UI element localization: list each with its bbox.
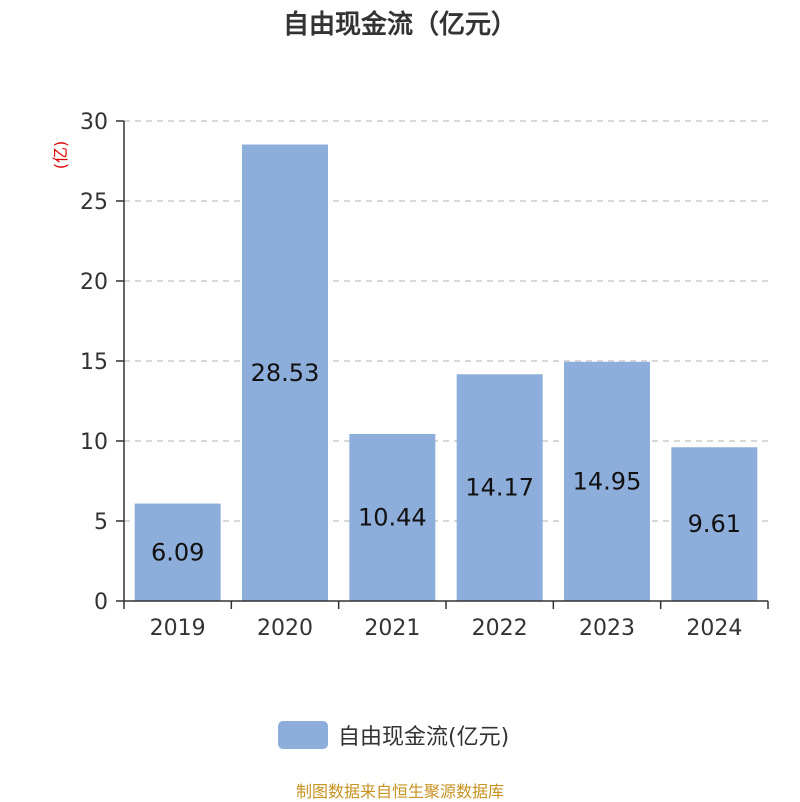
data-label: 9.61 [688, 510, 741, 538]
axes: 0 5 10 15 20 25 30 2019 2020 2021 2022 2023 2024 [80, 110, 769, 641]
bar-2021[interactable] [349, 433, 436, 601]
legend-label: 自由现金流(亿元) [338, 725, 510, 750]
y-tick-label: 0 [94, 590, 108, 615]
y-axis-unit-label: (亿) [51, 141, 70, 170]
y-tick-label: 5 [94, 510, 108, 535]
bar-2022[interactable] [456, 374, 543, 601]
y-tick-label: 15 [80, 350, 108, 375]
x-tick-label: 2019 [150, 616, 206, 641]
bars: 6.09 28.53 10.44 14.17 14.95 9.61 [134, 144, 758, 601]
grid-lines [124, 120, 768, 522]
data-label: 14.17 [465, 474, 534, 502]
legend[interactable]: 自由现金流(亿元) [278, 720, 509, 750]
data-label: 28.53 [251, 359, 320, 387]
x-tick-label: 2022 [472, 616, 528, 641]
x-tick-label: 2024 [686, 616, 742, 641]
x-tick-label: 2021 [364, 616, 420, 641]
x-tick-label: 2023 [579, 616, 635, 641]
data-label: 6.09 [151, 538, 204, 566]
data-label: 14.95 [573, 467, 642, 495]
y-tick-label: 10 [80, 430, 108, 455]
chart-title: 自由现金流（亿元） [282, 10, 517, 40]
y-tick-label: 25 [80, 190, 108, 215]
data-label: 10.44 [358, 503, 427, 531]
bar-2023[interactable] [564, 361, 650, 601]
legend-swatch [278, 721, 328, 749]
source-note: 制图数据来自恒生聚源数据库 [295, 782, 504, 801]
y-tick-label: 20 [80, 270, 108, 295]
bar-2019[interactable] [134, 503, 221, 601]
bar-2024[interactable] [671, 447, 758, 601]
bar-2020[interactable] [242, 144, 328, 601]
y-tick-label: 30 [80, 110, 108, 135]
x-tick-label: 2020 [257, 616, 313, 641]
